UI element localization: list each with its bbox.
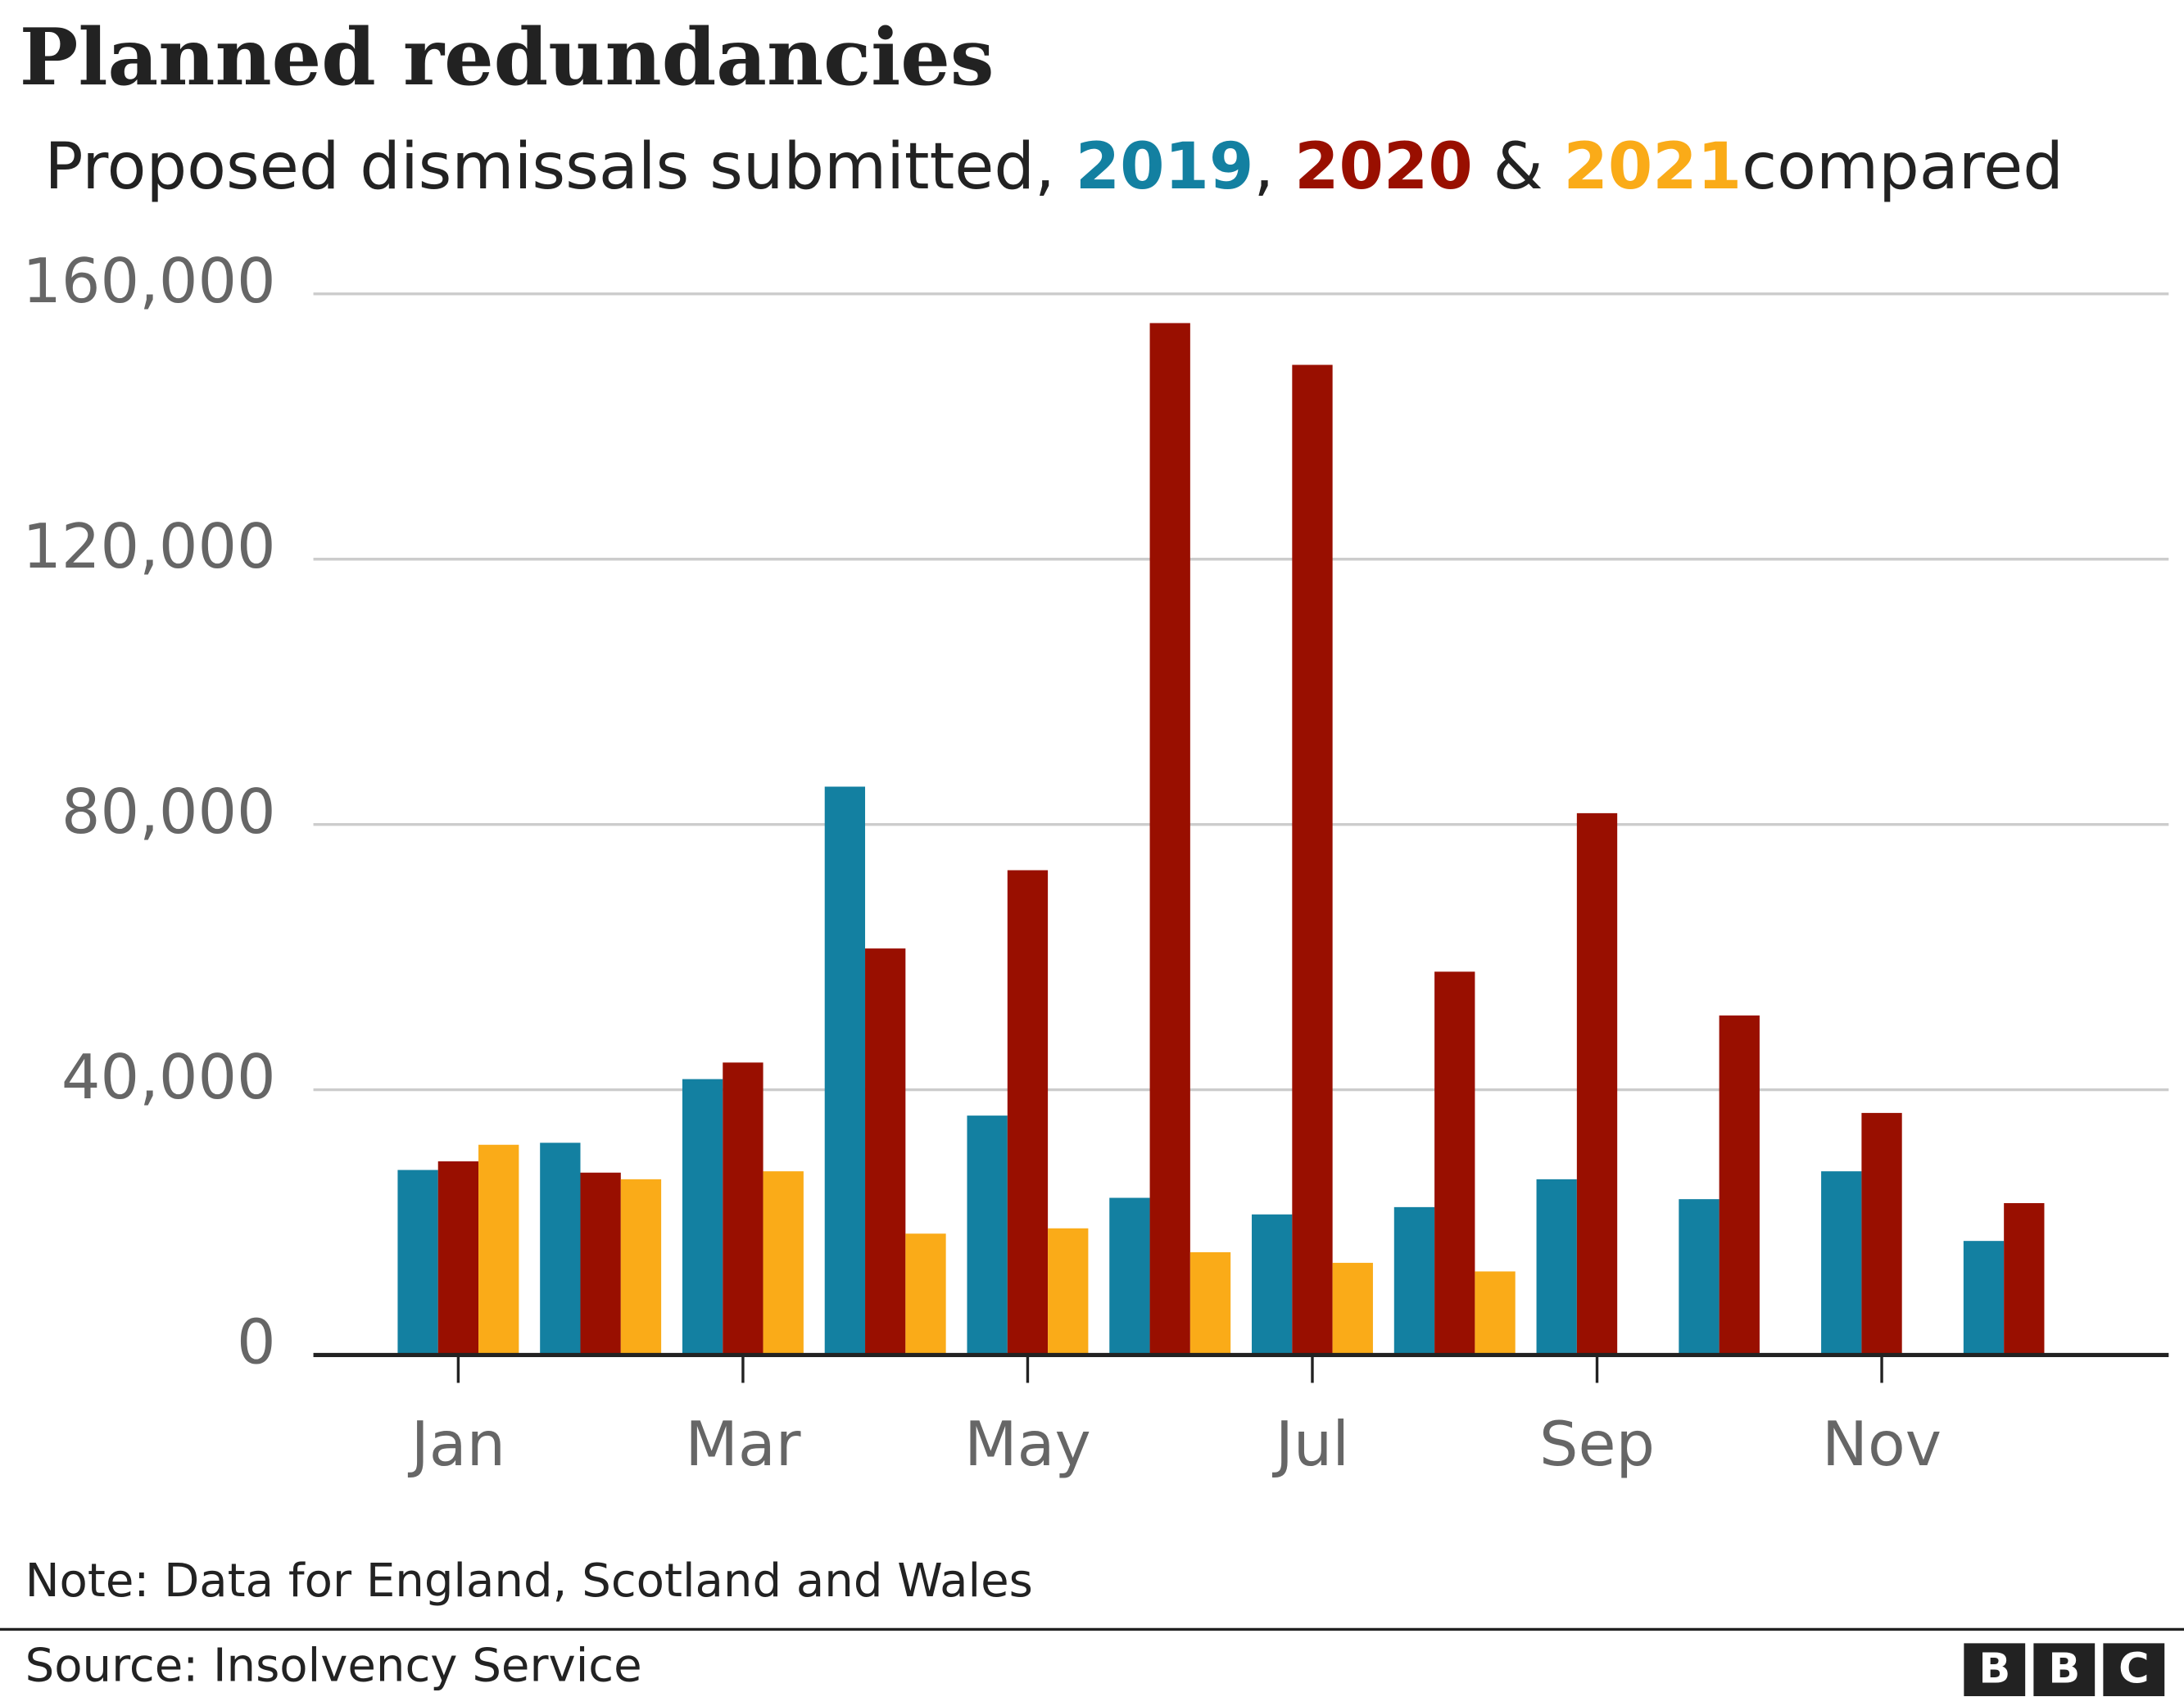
bar [1679,1199,1720,1355]
bar [1149,323,1190,1355]
bar [905,1233,946,1355]
subtitle-year: 2020 [1294,130,1473,205]
bar [540,1143,581,1355]
x-tick-label: Sep [1539,1409,1655,1480]
logo-box [2103,1643,2165,1697]
bar [1189,1251,1231,1355]
bar [824,786,866,1355]
y-tick-label: 0 [237,1307,276,1378]
y-tick-label: 80,000 [61,776,276,848]
subtitle-text: , [1253,130,1294,205]
logo-letter: B [2048,1645,2080,1693]
y-tick-label: 160,000 [22,246,275,317]
bar [1576,812,1618,1355]
bar [1536,1179,1577,1355]
bar [1007,870,1049,1355]
bar [1252,1214,1293,1355]
logo-letter: C [2118,1645,2149,1693]
bar [1475,1271,1516,1355]
x-tick-label: Mar [685,1409,800,1480]
x-tick-label: May [964,1409,1091,1480]
bar [763,1171,804,1355]
subtitle-text: Proposed dismissals submitted, [44,130,1075,205]
x-tick-label: Jan [408,1409,505,1480]
y-tick-label: 120,000 [22,511,275,582]
bar [1393,1206,1435,1355]
subtitle-text: & [1473,130,1564,205]
note: Note: Data for England, Scotland and Wal… [25,1554,1033,1608]
bar [2004,1203,2045,1355]
bar [1861,1112,1902,1355]
bar [1109,1197,1150,1355]
bar [1821,1171,1862,1355]
bar [1434,971,1475,1355]
bar [1048,1228,1089,1355]
logo-box [1964,1643,2026,1697]
chart-title: Planned redundancies [20,12,995,103]
subtitle-text: compared [1742,130,2064,205]
logo-letter: B [1978,1645,2010,1693]
bar [1292,364,1333,1355]
subtitle-year: 2021 [1563,130,1742,205]
bar [1963,1241,2005,1355]
x-tick-label: Jul [1272,1409,1349,1480]
bar [437,1161,479,1355]
bar [1332,1262,1373,1355]
bar [723,1062,763,1355]
bar [478,1144,519,1355]
bar [682,1079,723,1355]
bar [397,1170,438,1355]
bar [865,948,906,1355]
bar [1719,1015,1760,1355]
y-tick-label: 40,000 [61,1042,276,1113]
subtitle-year: 2019 [1076,130,1254,205]
x-tick-label: Nov [1822,1409,1942,1480]
logo-box [2033,1643,2096,1697]
bar [620,1179,662,1355]
chart-subtitle: Proposed dismissals submitted, 2019, 202… [44,130,2064,205]
bar [580,1172,621,1355]
source: Source: Insolvency Service [25,1640,642,1693]
bar [967,1115,1008,1355]
